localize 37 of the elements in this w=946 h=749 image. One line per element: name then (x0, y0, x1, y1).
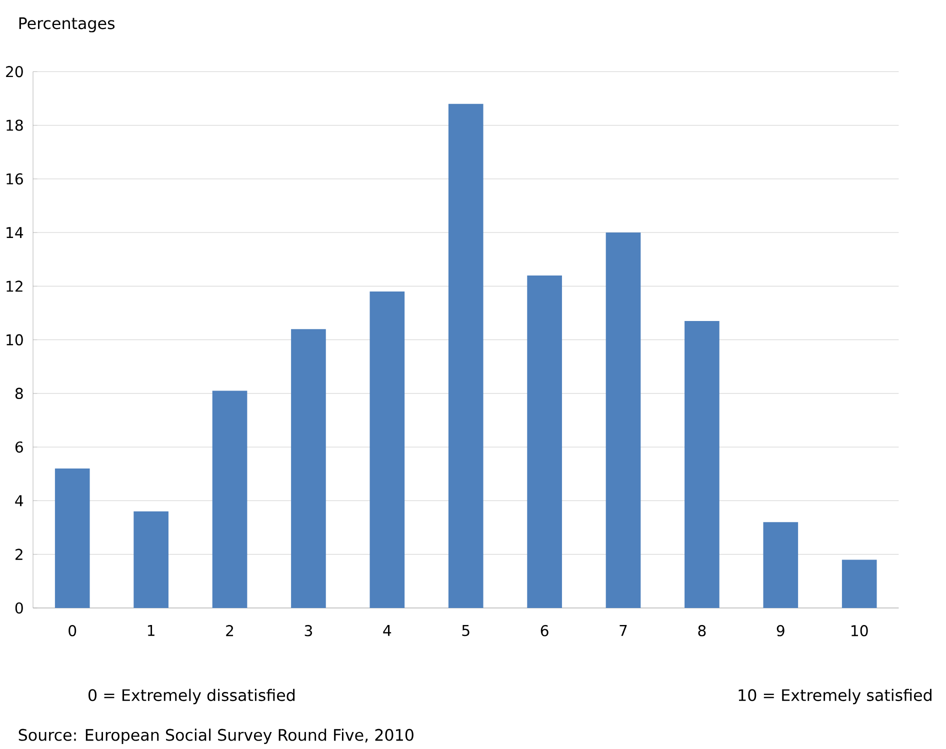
y-axis-title: Percentages (19, 17, 115, 32)
bar (606, 232, 641, 608)
bar (212, 390, 248, 608)
bar (54, 468, 90, 608)
bar (370, 292, 405, 608)
y-tick-label: 2 (16, 548, 22, 560)
bar (291, 329, 326, 608)
y-tick-label: 20 (6, 66, 23, 78)
x-tick-label: 9 (776, 625, 784, 636)
x-tick-label: 6 (540, 625, 548, 636)
x-tick-label: 10 (852, 625, 868, 636)
y-tick-label: 16 (6, 173, 23, 185)
bar (527, 275, 562, 608)
bar (842, 560, 877, 608)
x-tick-label: 7 (620, 625, 627, 636)
y-tick-label: 8 (15, 388, 23, 400)
y-tick-label: 14 (6, 227, 24, 238)
y-tick-label: 0 (15, 602, 23, 614)
source-note: Source: European Social Survey Round Five, 2010 (18, 728, 414, 744)
bar (763, 522, 798, 608)
y-tick-label: 10 (6, 334, 23, 346)
x-tick-label: 8 (698, 625, 706, 636)
x-tick-label: 0 (68, 625, 76, 636)
y-tick-label: 4 (15, 495, 24, 506)
text: 0 = Extremely dissatisfied (88, 688, 295, 704)
x-tick-label: 1 (148, 625, 154, 636)
bar (448, 104, 484, 608)
y-tick-label: 6 (15, 441, 23, 453)
y-tick-label: 18 (6, 120, 23, 131)
x-tick-label: 4 (383, 625, 392, 636)
text: 10 = Extremely satisfied (738, 688, 932, 704)
x-tick-label: 2 (226, 625, 234, 636)
x-tick-label: 5 (462, 625, 470, 636)
bar (134, 511, 168, 608)
x-tick-label: 3 (304, 625, 312, 636)
bar (684, 321, 720, 608)
y-tick-label: 12 (6, 280, 22, 292)
